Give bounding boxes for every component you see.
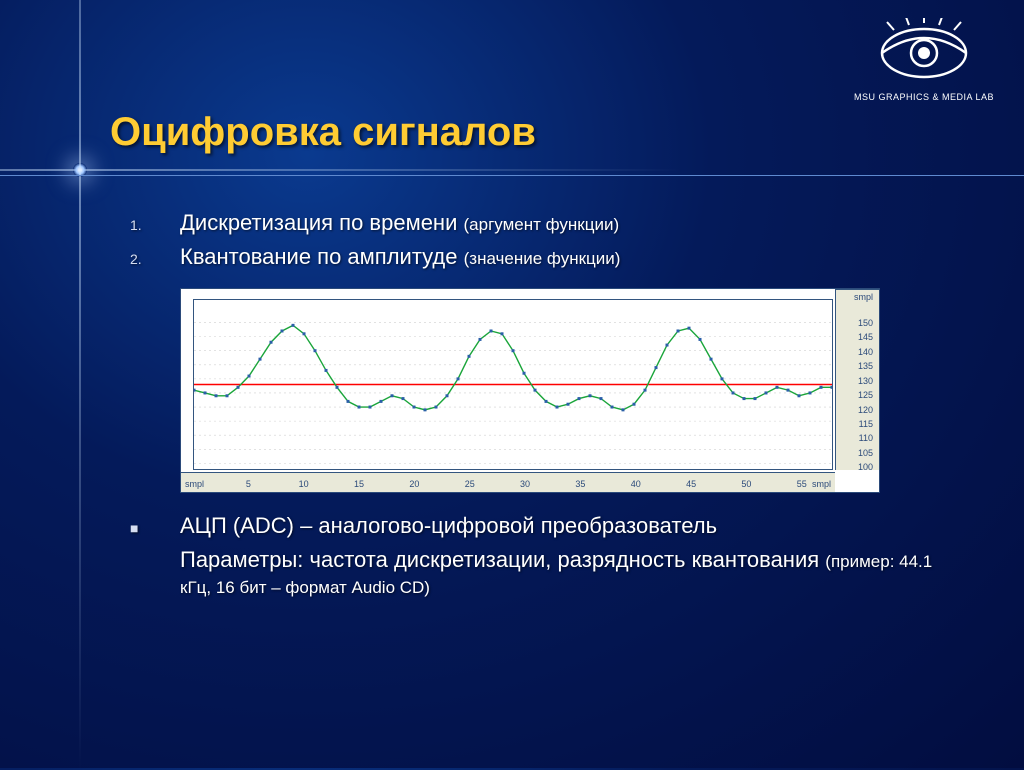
y-tick-label: 110 <box>859 433 873 443</box>
x-tick-label: 25 <box>465 479 475 489</box>
logo: MSU GRAPHICS & MEDIA LAB <box>854 18 994 102</box>
y-tick-label: 145 <box>858 332 873 342</box>
x-tick-label: 20 <box>409 479 419 489</box>
list-item-1: 1. Дискретизация по времени (аргумент фу… <box>130 210 964 236</box>
x-tick-label: 40 <box>631 479 641 489</box>
signal-chart: smpl 100105110115120125130135140145150 s… <box>180 288 880 493</box>
bullet-text-1: АЦП (ADC) – аналогово-цифровой преобразо… <box>180 513 964 539</box>
list-text: Квантование по амплитуде (значение функц… <box>180 244 964 270</box>
x-tick-label: 30 <box>520 479 530 489</box>
x-tick-label: 55 <box>797 479 807 489</box>
x-tick-label: 5 <box>246 479 251 489</box>
x-tick-label: 50 <box>741 479 751 489</box>
y-tick-label: 125 <box>858 390 873 400</box>
list-text: Дискретизация по времени (аргумент функц… <box>180 210 964 236</box>
y-tick-label: 115 <box>859 419 873 429</box>
slide-content: 1. Дискретизация по времени (аргумент фу… <box>130 210 964 599</box>
bullet-marker: ■ <box>130 520 180 536</box>
x-tick-label: 45 <box>686 479 696 489</box>
list-number: 2. <box>130 251 180 267</box>
y-tick-label: 105 <box>858 448 873 458</box>
y-tick-label: 135 <box>858 361 873 371</box>
x-axis-unit-left: smpl <box>185 479 204 489</box>
y-tick-label: 150 <box>858 318 873 328</box>
y-axis-unit: smpl <box>854 292 873 302</box>
y-tick-label: 120 <box>858 405 873 415</box>
list-number: 1. <box>130 217 180 233</box>
x-tick-label: 10 <box>299 479 309 489</box>
title-underline <box>0 175 1024 176</box>
list-item-2: 2. Квантование по амплитуде (значение фу… <box>130 244 964 270</box>
y-tick-label: 100 <box>858 462 873 472</box>
eye-logo-icon <box>869 18 979 88</box>
x-axis-unit-right: smpl <box>812 479 831 489</box>
logo-text: MSU GRAPHICS & MEDIA LAB <box>854 92 994 102</box>
y-tick-label: 140 <box>858 347 873 357</box>
y-tick-label: 130 <box>858 376 873 386</box>
bullet-text-2: Параметры: частота дискретизации, разряд… <box>180 547 964 599</box>
x-tick-label: 15 <box>354 479 364 489</box>
slide-title: Оцифровка сигналов <box>110 110 536 155</box>
x-tick-label: 35 <box>575 479 585 489</box>
bullet-item: ■ АЦП (ADC) – аналогово-цифровой преобра… <box>130 513 964 539</box>
lens-flare-decoration <box>50 140 110 200</box>
